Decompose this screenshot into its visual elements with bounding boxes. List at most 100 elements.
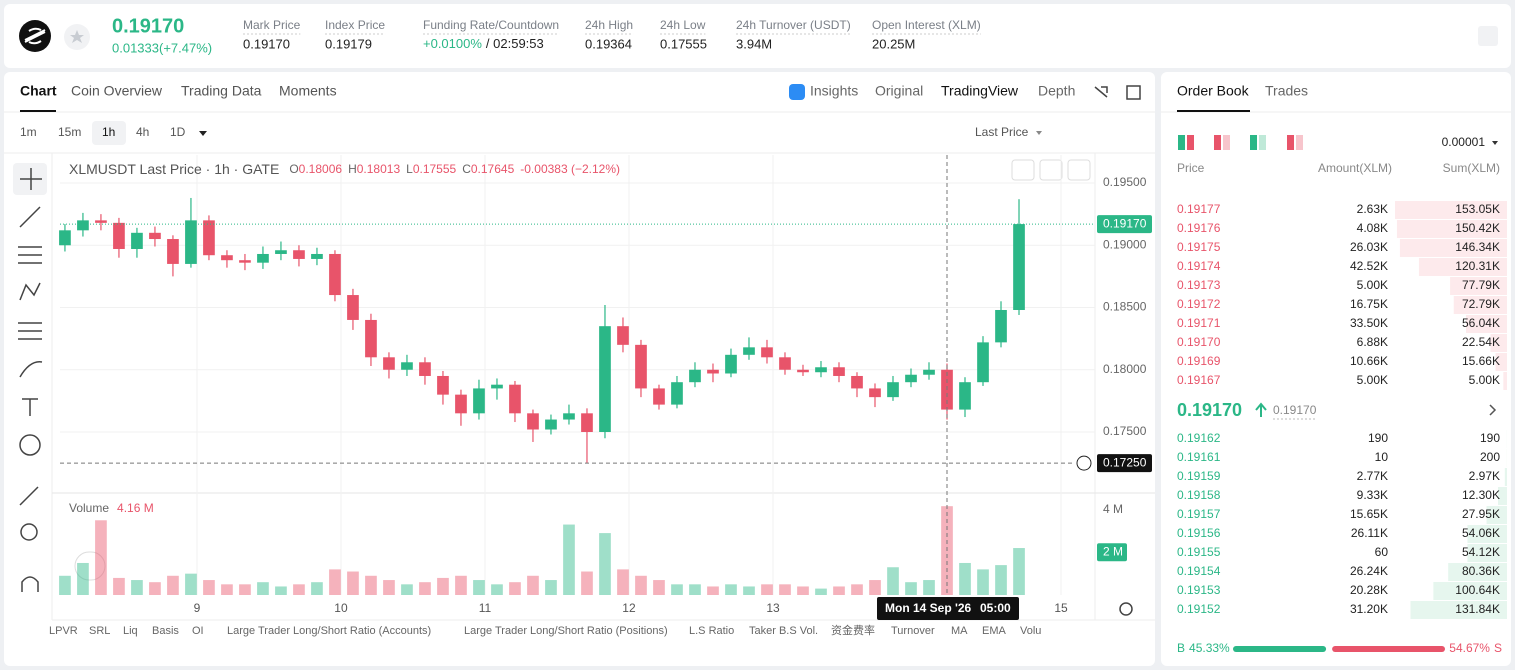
volume-bar [491,584,503,595]
brush-tool[interactable] [19,361,43,378]
book-price[interactable]: 0.19159 [1177,469,1221,483]
scroll-button[interactable] [1011,159,1035,181]
book-price[interactable]: 0.19176 [1177,221,1221,235]
view-tab[interactable]: Insights [810,83,858,99]
layout-button[interactable] [1126,85,1141,100]
view-tab[interactable]: Original [875,83,923,99]
volume-bar [887,567,899,595]
book-tab[interactable]: Order Book [1177,83,1250,99]
chart-legend: XLMUSDT Last Price · 1h · GATE O0.18006 H0… [69,161,620,177]
candle-body [131,232,143,249]
book-tab[interactable]: Trades [1265,83,1308,99]
layout-icon[interactable] [1178,135,1185,150]
interval[interactable]: 1D [170,125,186,139]
projection-tool[interactable] [18,322,42,340]
book-price[interactable]: 0.19155 [1177,545,1221,559]
emoji-tool[interactable] [19,434,41,456]
x-tick-label: 13 [766,601,780,615]
indicator-chip[interactable]: Liq [123,625,138,637]
chart-tab[interactable]: Trading Data [181,83,262,99]
book-price[interactable]: 0.19162 [1177,431,1221,445]
indicator-chip[interactable]: Large Trader Long/Short Ratio (Accounts) [227,625,431,637]
book-price[interactable]: 0.19172 [1177,297,1221,311]
chevron[interactable] [1489,404,1497,416]
book-price[interactable]: 0.19152 [1177,602,1221,616]
crosshair-date: Mon 14 Sep '26 [885,601,972,615]
indicator-chip[interactable]: Turnover [891,625,935,637]
book-price[interactable]: 0.19174 [1177,259,1221,273]
book-price[interactable]: 0.19169 [1177,354,1221,368]
indicator-chip[interactable]: Taker B.S Vol. [749,625,818,637]
book-price[interactable]: 0.19173 [1177,278,1221,292]
zoom-tool[interactable] [20,523,38,541]
layout-icon[interactable] [1287,135,1294,150]
pattern-tool[interactable] [19,282,41,301]
book-price[interactable]: 0.19154 [1177,564,1221,578]
book-price[interactable]: 0.19175 [1177,240,1221,254]
candle-body [455,394,467,414]
chart-tab[interactable]: Coin Overview [71,83,163,99]
indicator-chip[interactable]: LPVR [49,625,78,637]
collapse-button[interactable] [1039,159,1063,181]
fullscreen-button[interactable] [1094,86,1108,98]
indicator-chip[interactable]: Basis [152,625,179,637]
precision-select[interactable]: 0.00001 [1442,135,1486,149]
crosshair-tool[interactable] [20,168,42,190]
volume-value: 4.16 M [117,501,154,515]
layout-icon[interactable] [1250,135,1257,150]
stat-value: +0.0100% / 02:59:53 [423,36,544,51]
indicator-chip[interactable]: SRL [89,625,110,637]
book-price[interactable]: 0.19153 [1177,583,1221,597]
stat-value: 0.19170 [243,36,290,51]
indicator-chip[interactable]: Volu [1020,625,1041,637]
book-price[interactable]: 0.19170 [1177,335,1221,349]
book-price[interactable]: 0.19171 [1177,316,1221,330]
ohlc-key: O [289,162,298,176]
axis-settings[interactable] [1119,602,1133,616]
book-price[interactable]: 0.19157 [1177,507,1221,521]
tradingview-logo [74,551,106,581]
indicator-chip[interactable]: L.S Ratio [689,625,734,637]
book-price[interactable]: 0.19177 [1177,202,1221,216]
buy-key: B [1177,641,1185,655]
interval[interactable]: 1m [20,125,37,139]
price-type-select[interactable]: Last Price [975,125,1029,139]
book-price[interactable]: 0.19161 [1177,450,1221,464]
add-alert[interactable] [1076,455,1092,471]
text-tool[interactable] [22,398,38,416]
settings-button[interactable] [1478,26,1498,46]
book-amount: 10 [1375,450,1389,464]
indicator-chip[interactable]: OI [192,625,204,637]
volume-bar [113,577,125,595]
chart-tab[interactable]: Chart [20,83,57,99]
chart-tab[interactable]: Moments [279,83,337,99]
book-sum: 200 [1480,450,1500,464]
interval[interactable]: 4h [136,125,149,139]
expand-button[interactable] [1067,159,1091,181]
fib-tool[interactable] [18,246,42,264]
funding-rate: +0.0100% [423,36,482,51]
interval[interactable]: 15m [58,125,81,139]
trendline-tool[interactable] [19,206,41,228]
volume-bar [293,584,305,595]
indicator-chip[interactable]: 资金费率 [831,623,875,637]
book-price[interactable]: 0.19156 [1177,526,1221,540]
layout-icon[interactable] [1214,135,1221,150]
volume-bar [563,524,575,595]
book-price[interactable]: 0.19167 [1177,373,1221,387]
volume-bar [1013,548,1025,595]
indicator-chip[interactable]: EMA [982,625,1007,637]
interval[interactable]: 1h [102,125,115,139]
view-tab[interactable]: TradingView [941,83,1019,99]
candle-body [581,413,593,432]
view-tab[interactable]: Depth [1038,83,1075,99]
magnet-tool[interactable] [21,576,39,592]
book-sum: 153.05K [1455,202,1500,216]
volume-tick-label: 4 M [1103,502,1123,516]
indicator-chip[interactable]: MA [951,625,968,637]
book-price[interactable]: 0.19158 [1177,488,1221,502]
indicator-chip[interactable]: Large Trader Long/Short Ratio (Positions… [464,625,668,637]
volume-bar [347,571,359,595]
up-arrow [1255,402,1267,417]
ruler-tool[interactable] [19,486,39,506]
